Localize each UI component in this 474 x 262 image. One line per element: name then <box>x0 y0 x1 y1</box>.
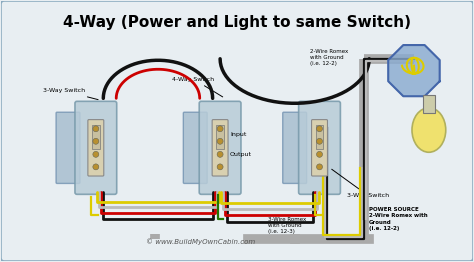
FancyBboxPatch shape <box>212 120 228 176</box>
Circle shape <box>217 164 223 170</box>
Circle shape <box>317 126 322 132</box>
Text: POWER SOURCE
2-Wire Romex with
Ground
(i.e. 12-2): POWER SOURCE 2-Wire Romex with Ground (i… <box>369 207 428 231</box>
Bar <box>316 124 323 149</box>
Circle shape <box>93 138 99 144</box>
Circle shape <box>217 126 223 132</box>
Bar <box>92 124 100 149</box>
Circle shape <box>93 126 99 132</box>
Circle shape <box>317 164 322 170</box>
Text: Output: Output <box>230 152 252 157</box>
Ellipse shape <box>412 108 446 152</box>
Circle shape <box>317 151 322 157</box>
Circle shape <box>217 151 223 157</box>
Circle shape <box>317 138 322 144</box>
Bar <box>216 124 224 149</box>
Text: Input: Input <box>230 132 246 137</box>
FancyBboxPatch shape <box>75 101 117 194</box>
FancyBboxPatch shape <box>183 112 207 183</box>
Text: 4-Way (Power and Light to same Switch): 4-Way (Power and Light to same Switch) <box>63 15 411 30</box>
FancyBboxPatch shape <box>299 101 340 194</box>
Polygon shape <box>388 45 440 96</box>
Circle shape <box>217 138 223 144</box>
FancyBboxPatch shape <box>88 120 104 176</box>
FancyBboxPatch shape <box>283 112 307 183</box>
Text: 3-Wire Romex
with Ground
(i.e. 12-3): 3-Wire Romex with Ground (i.e. 12-3) <box>268 217 306 234</box>
FancyBboxPatch shape <box>311 120 328 176</box>
Text: 3-Way Switch: 3-Way Switch <box>332 169 390 198</box>
Circle shape <box>93 151 99 157</box>
Circle shape <box>93 164 99 170</box>
FancyBboxPatch shape <box>199 101 241 194</box>
Text: 3-Way Switch: 3-Way Switch <box>43 88 98 100</box>
Text: 2-Wire Romex
with Ground
(i.e. 12-2): 2-Wire Romex with Ground (i.e. 12-2) <box>310 49 348 66</box>
Text: © www.BuildMyOwnCabin.com: © www.BuildMyOwnCabin.com <box>146 238 255 245</box>
FancyBboxPatch shape <box>56 112 80 183</box>
Text: 4-Way Switch: 4-Way Switch <box>173 77 223 97</box>
Bar <box>423 95 435 113</box>
